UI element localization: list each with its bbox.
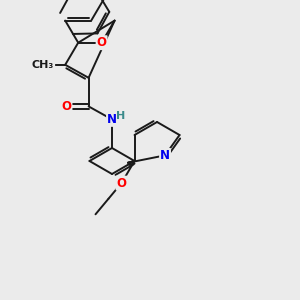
Text: N: N <box>160 149 170 162</box>
Text: N: N <box>107 113 117 126</box>
Text: O: O <box>61 100 71 113</box>
Text: O: O <box>116 177 127 190</box>
Text: CH₃: CH₃ <box>32 60 54 70</box>
Text: O: O <box>97 36 106 49</box>
Text: H: H <box>116 111 126 122</box>
